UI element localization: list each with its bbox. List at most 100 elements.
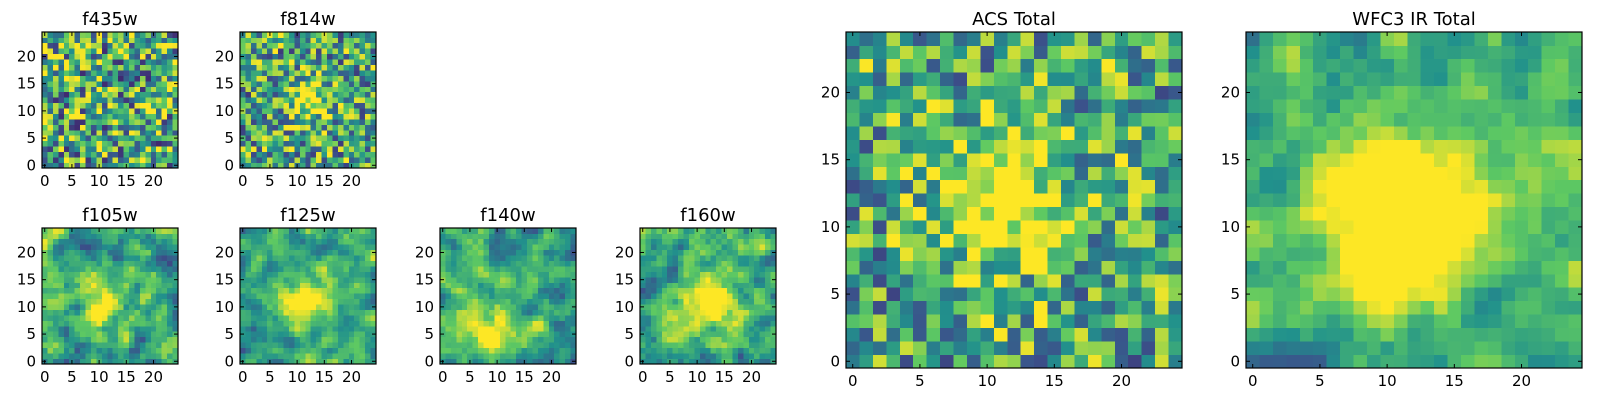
heatmap-cell bbox=[940, 233, 954, 248]
heatmap-cell bbox=[267, 108, 273, 114]
heatmap-cell bbox=[294, 238, 301, 245]
heatmap-cell bbox=[316, 129, 322, 136]
heatmap-cell bbox=[445, 276, 452, 283]
heatmap-cell bbox=[250, 260, 257, 267]
heatmap-cell bbox=[321, 347, 328, 354]
heatmap-cell bbox=[156, 91, 163, 98]
heatmap-cell bbox=[899, 32, 914, 46]
y-tick-label: 0 bbox=[830, 352, 840, 370]
heatmap-cell bbox=[1326, 152, 1341, 167]
heatmap-cell bbox=[940, 139, 954, 154]
heatmap-cell bbox=[150, 353, 157, 359]
heatmap-cell bbox=[440, 325, 446, 332]
heatmap-cell bbox=[505, 260, 512, 267]
heatmap-cell bbox=[85, 91, 92, 98]
heatmap-cell bbox=[145, 271, 152, 278]
heatmap-cell bbox=[527, 276, 533, 283]
heatmap-cell bbox=[256, 298, 263, 305]
heatmap-cell bbox=[721, 309, 728, 316]
heatmap-cell bbox=[1128, 99, 1143, 113]
heatmap-cell bbox=[310, 249, 317, 256]
heatmap-cell bbox=[240, 347, 246, 354]
heatmap-cell bbox=[1501, 166, 1516, 181]
heatmap-cell bbox=[250, 304, 257, 310]
heatmap-cell bbox=[283, 135, 290, 142]
heatmap-cell bbox=[245, 228, 252, 234]
heatmap-cell bbox=[245, 102, 252, 109]
heatmap-cell bbox=[754, 320, 761, 327]
heatmap-cell bbox=[1380, 273, 1395, 288]
heatmap-cell bbox=[359, 86, 366, 93]
heatmap-cell bbox=[348, 151, 355, 158]
heatmap-cell bbox=[543, 238, 550, 245]
heatmap-cell bbox=[494, 325, 501, 332]
heatmap-cell bbox=[52, 80, 59, 87]
heatmap-cell bbox=[754, 233, 761, 240]
heatmap-cell bbox=[343, 249, 350, 256]
heatmap-cell bbox=[1034, 45, 1048, 60]
heatmap-cell bbox=[69, 238, 75, 245]
heatmap-cell bbox=[683, 271, 690, 278]
heatmap-cell bbox=[537, 342, 544, 349]
heatmap-cell bbox=[267, 238, 273, 245]
heatmap-cell bbox=[69, 80, 75, 87]
heatmap-cell bbox=[332, 59, 339, 65]
heatmap-cell bbox=[445, 238, 452, 245]
heatmap-cell bbox=[926, 126, 941, 140]
heatmap-cell bbox=[107, 315, 114, 321]
heatmap-cell bbox=[661, 266, 668, 272]
heatmap-cell bbox=[47, 119, 54, 125]
heatmap-cell bbox=[1434, 354, 1448, 369]
heatmap-cell bbox=[359, 358, 366, 365]
heatmap-cell bbox=[343, 70, 350, 76]
heatmap-cell bbox=[332, 325, 339, 332]
heatmap-cell bbox=[156, 228, 163, 234]
heatmap-cell bbox=[172, 347, 179, 354]
heatmap-cell bbox=[167, 75, 173, 82]
heatmap-cell bbox=[278, 293, 284, 300]
heatmap-cell bbox=[305, 287, 312, 294]
heatmap-cell bbox=[359, 37, 366, 44]
heatmap-cell bbox=[1272, 260, 1287, 275]
heatmap-cell bbox=[52, 255, 59, 261]
heatmap-cell bbox=[656, 315, 663, 321]
heatmap-cell bbox=[261, 119, 268, 125]
heatmap-cell bbox=[1555, 341, 1569, 355]
heatmap-cell bbox=[1155, 179, 1169, 194]
heatmap-cell bbox=[359, 238, 366, 245]
heatmap-cell bbox=[899, 300, 914, 315]
heatmap-cell bbox=[327, 162, 333, 169]
heatmap-cell bbox=[1461, 327, 1475, 342]
heatmap-cell bbox=[90, 233, 97, 240]
heatmap-cell bbox=[1366, 260, 1381, 275]
heatmap-cell bbox=[256, 358, 263, 365]
heatmap-cell bbox=[172, 353, 179, 359]
heatmap-cell bbox=[1447, 233, 1462, 248]
heatmap-cell bbox=[521, 298, 528, 305]
heatmap-cell bbox=[966, 354, 981, 369]
heatmap-cell bbox=[294, 282, 301, 289]
heatmap-cell bbox=[1541, 206, 1556, 221]
heatmap-cell bbox=[478, 287, 484, 294]
heatmap-cell bbox=[1474, 193, 1489, 208]
heatmap-cell bbox=[172, 260, 179, 267]
heatmap-cell bbox=[499, 266, 506, 272]
heatmap-cell bbox=[337, 75, 344, 82]
heatmap-cell bbox=[348, 135, 355, 142]
heatmap-cell bbox=[288, 119, 295, 125]
heatmap-cell bbox=[667, 238, 673, 245]
heatmap-cell bbox=[1299, 300, 1314, 315]
heatmap-cell bbox=[1128, 179, 1143, 194]
heatmap-cell bbox=[161, 304, 168, 310]
heatmap-cell bbox=[63, 320, 70, 327]
heatmap-cell bbox=[683, 282, 690, 289]
heatmap-cell bbox=[272, 309, 279, 316]
heatmap-cell bbox=[559, 293, 566, 300]
heatmap-cell bbox=[548, 255, 555, 261]
heatmap-cell bbox=[74, 342, 81, 349]
heatmap-cell bbox=[294, 347, 301, 354]
heatmap-cell bbox=[694, 298, 701, 305]
heatmap-cell bbox=[348, 64, 355, 71]
heatmap-cell bbox=[96, 59, 103, 65]
